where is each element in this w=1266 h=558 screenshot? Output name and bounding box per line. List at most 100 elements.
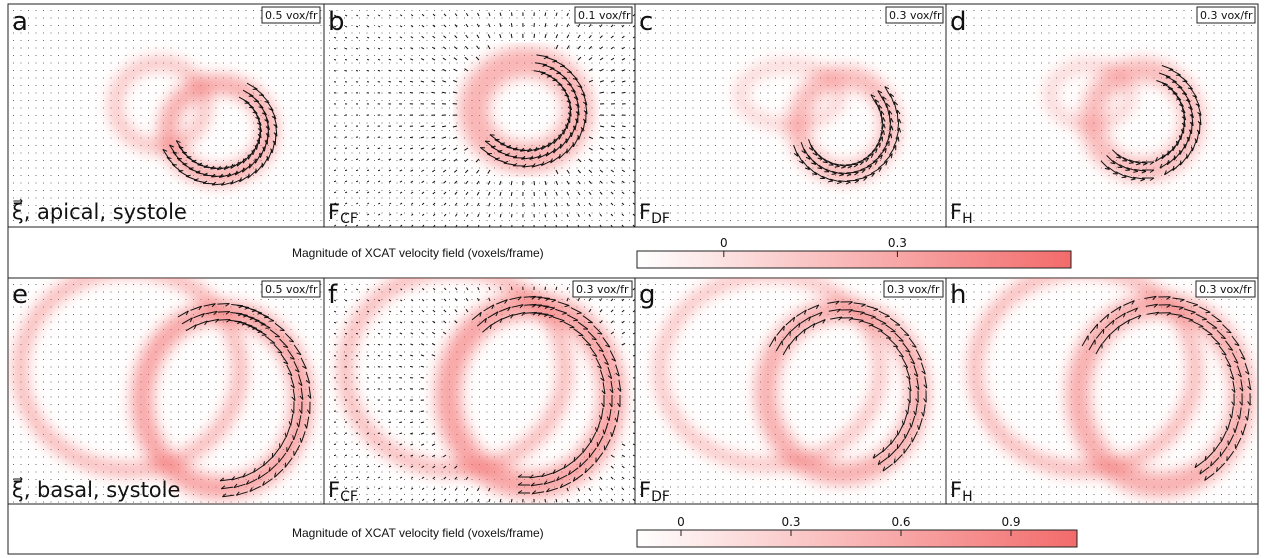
grid-dot bbox=[155, 205, 157, 206]
grid-dot bbox=[1003, 32, 1005, 34]
velocity-arrow-head bbox=[808, 147, 814, 151]
grid-dot bbox=[329, 25, 330, 26]
grid-dot bbox=[640, 115, 641, 116]
grid-dot bbox=[880, 197, 881, 199]
grid-dot bbox=[381, 152, 383, 154]
grid-dot bbox=[50, 85, 52, 86]
grid-dot bbox=[509, 17, 510, 19]
grid-dot bbox=[329, 47, 330, 49]
grid-dot bbox=[554, 25, 555, 26]
grid-dot bbox=[359, 100, 360, 101]
spread-arrow bbox=[388, 81, 392, 83]
grid-dot bbox=[110, 122, 112, 124]
grid-dot bbox=[501, 190, 503, 191]
grid-dot bbox=[193, 115, 194, 116]
grid-dot bbox=[351, 62, 353, 64]
velocity-arrow bbox=[195, 172, 208, 176]
spread-arrow bbox=[555, 213, 558, 218]
grid-dot bbox=[103, 17, 104, 19]
grid-dot bbox=[1063, 32, 1065, 34]
grid-dot bbox=[692, 62, 694, 64]
grid-dot bbox=[1041, 25, 1042, 26]
grid-dot bbox=[1161, 25, 1162, 26]
grid-dot bbox=[940, 167, 941, 169]
grid-dot bbox=[419, 137, 420, 139]
grid-dot bbox=[857, 92, 859, 94]
grid-dot bbox=[215, 40, 217, 41]
grid-dot bbox=[752, 167, 754, 169]
grid-dot bbox=[479, 10, 480, 11]
grid-dot bbox=[268, 70, 269, 71]
grid-dot bbox=[509, 190, 510, 191]
grid-dot bbox=[366, 130, 368, 131]
grid-dot bbox=[606, 115, 608, 116]
grid-dot bbox=[118, 152, 119, 154]
spread-arrow bbox=[441, 125, 447, 128]
grid-dot bbox=[1236, 70, 1237, 71]
grid-dot bbox=[850, 100, 851, 101]
grid-dot bbox=[419, 32, 420, 34]
grid-dot bbox=[230, 145, 232, 146]
grid-dot bbox=[50, 190, 52, 191]
grid-dot bbox=[842, 145, 844, 146]
grid-dot bbox=[1093, 25, 1095, 26]
grid-dot bbox=[561, 220, 563, 221]
spread-arrow bbox=[475, 56, 480, 61]
velocity-arrow bbox=[265, 117, 270, 130]
grid-dot bbox=[298, 197, 299, 199]
grid-dot bbox=[569, 55, 570, 56]
grid-dot bbox=[95, 92, 97, 94]
spread-arrow bbox=[355, 25, 359, 28]
grid-dot bbox=[329, 10, 330, 11]
grid-dot bbox=[230, 100, 232, 101]
grid-dot bbox=[932, 205, 934, 206]
velocity-arrow bbox=[566, 143, 575, 154]
grid-dot bbox=[344, 107, 345, 109]
grid-dot bbox=[155, 70, 157, 71]
velocity-arrow bbox=[814, 171, 825, 179]
grid-dot bbox=[43, 137, 44, 139]
grid-dot bbox=[782, 32, 784, 34]
grid-dot bbox=[1026, 55, 1027, 56]
grid-dot bbox=[932, 62, 934, 64]
velocity-arrow-head bbox=[812, 173, 817, 176]
grid-dot bbox=[760, 10, 761, 11]
grid-dot bbox=[290, 175, 292, 176]
grid-dot bbox=[917, 92, 919, 94]
grid-dot bbox=[20, 190, 22, 191]
grid-dot bbox=[456, 85, 458, 86]
grid-dot bbox=[193, 47, 194, 49]
grid-dot bbox=[655, 220, 656, 221]
grid-dot bbox=[163, 77, 164, 79]
grid-dot bbox=[441, 92, 443, 94]
grid-dot bbox=[509, 47, 510, 49]
grid-dot bbox=[313, 107, 314, 109]
grid-dot bbox=[1236, 47, 1237, 49]
grid-dot bbox=[35, 70, 37, 71]
grid-dot bbox=[50, 17, 52, 19]
grid-dot bbox=[193, 145, 194, 146]
grid-dot bbox=[797, 47, 799, 49]
grid-dot bbox=[1108, 17, 1110, 19]
grid-dot bbox=[640, 160, 641, 161]
grid-dot bbox=[1146, 25, 1147, 26]
grid-dot bbox=[932, 70, 934, 71]
grid-dot bbox=[351, 32, 353, 34]
grid-dot bbox=[670, 167, 671, 169]
spread-arrow bbox=[409, 147, 414, 150]
grid-dot bbox=[404, 10, 405, 11]
grid-dot bbox=[782, 175, 784, 176]
grid-dot bbox=[835, 137, 836, 139]
grid-dot bbox=[767, 47, 769, 49]
grid-dot bbox=[125, 92, 127, 94]
grid-dot bbox=[125, 32, 127, 34]
grid-dot bbox=[20, 92, 22, 94]
spread-arrow bbox=[333, 59, 337, 61]
grid-dot bbox=[185, 10, 187, 11]
grid-dot bbox=[958, 32, 960, 34]
grid-dot bbox=[1093, 32, 1095, 34]
velocity-arrow bbox=[872, 154, 883, 163]
grid-dot bbox=[290, 160, 292, 161]
grid-dot bbox=[599, 115, 600, 116]
grid-dot bbox=[411, 212, 413, 214]
